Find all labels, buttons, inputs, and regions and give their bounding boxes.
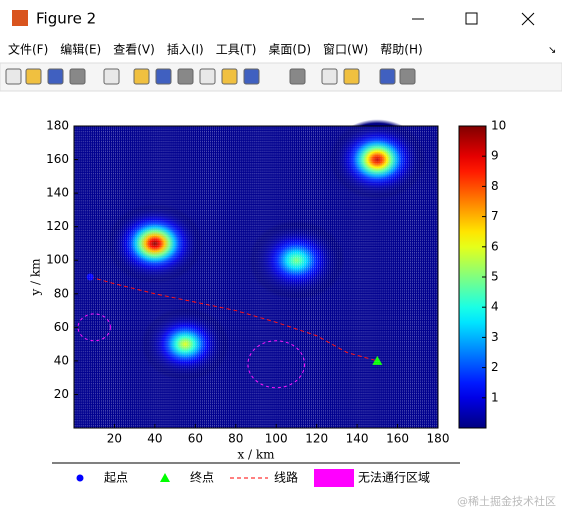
toolbar <box>0 62 562 92</box>
toolbar-button[interactable] <box>289 68 306 85</box>
x-tick-label: 20 <box>107 432 122 446</box>
legend-swatch <box>314 469 354 487</box>
y-tick-label: 40 <box>54 353 69 367</box>
toolbar-button[interactable] <box>69 68 86 85</box>
colorbar-tick-label: 7 <box>491 209 499 223</box>
toolbar-button[interactable] <box>243 68 260 85</box>
legend-swatch <box>160 473 170 482</box>
menu-item[interactable]: 窗口(W) <box>323 43 368 57</box>
colorbar-tick-label: 5 <box>491 270 499 284</box>
maximize-button[interactable] <box>465 12 478 25</box>
legend-label: 终点 <box>190 470 214 485</box>
legend-label: 无法通行区域 <box>358 471 430 485</box>
menu-item[interactable]: 插入(I) <box>167 43 204 57</box>
menu-item[interactable]: 帮助(H) <box>380 43 422 57</box>
y-tick-label: 80 <box>54 286 69 300</box>
toolbar-button[interactable] <box>321 68 338 85</box>
menu-arrow: ↘ <box>548 45 556 56</box>
y-tick-label: 120 <box>46 219 69 233</box>
x-tick-label: 160 <box>386 432 409 446</box>
watermark: @稀土掘金技术社区 <box>457 494 556 508</box>
x-tick-label: 180 <box>427 432 450 446</box>
toolbar-button[interactable] <box>343 68 360 85</box>
colorbar-tick-label: 10 <box>491 119 506 133</box>
toolbar-button[interactable] <box>199 68 216 85</box>
menu-bar <box>0 38 562 62</box>
toolbar-button[interactable] <box>103 68 120 85</box>
colorbar-tick-label: 1 <box>491 390 499 404</box>
y-tick-label: 60 <box>54 320 69 334</box>
x-tick-label: 120 <box>305 432 328 446</box>
app-icon <box>12 10 28 26</box>
colorbar <box>458 125 487 429</box>
colorbar-tick-label: 9 <box>491 149 499 163</box>
colorbar-tick-label: 8 <box>491 179 499 193</box>
legend-label: 起点 <box>104 471 128 485</box>
y-tick-label: 140 <box>46 186 69 200</box>
menu-item[interactable]: 工具(T) <box>216 43 257 57</box>
menu-item[interactable]: 桌面(D) <box>268 43 311 57</box>
colorbar-tick-label: 3 <box>491 330 499 344</box>
x-tick-label: 60 <box>188 432 203 446</box>
menu-item[interactable]: 文件(F) <box>8 42 48 57</box>
x-tick-label: 80 <box>228 432 243 446</box>
toolbar-button[interactable] <box>133 68 150 85</box>
y-axis-label: y / km <box>29 258 43 297</box>
title-bar <box>0 0 562 36</box>
menu-item[interactable]: 编辑(E) <box>60 42 101 57</box>
toolbar-button[interactable] <box>47 68 64 85</box>
toolbar-button[interactable] <box>5 68 22 85</box>
toolbar-button[interactable] <box>399 68 416 85</box>
toolbar-button[interactable] <box>379 68 396 85</box>
mesh-overlay <box>74 126 438 428</box>
axes-box <box>73 125 439 429</box>
colorbar-tick-label: 2 <box>491 360 499 374</box>
menu-item[interactable]: 查看(V) <box>113 43 155 57</box>
y-tick-label: 180 <box>46 119 69 133</box>
legend-swatch <box>76 474 84 482</box>
toolbar-button[interactable] <box>155 68 172 85</box>
x-tick-label: 40 <box>147 432 162 446</box>
toolbar-button[interactable] <box>25 68 42 85</box>
x-tick-label: 100 <box>265 432 288 446</box>
legend-label: 线路 <box>274 470 298 485</box>
y-tick-label: 20 <box>54 387 69 401</box>
y-tick-label: 100 <box>46 253 69 267</box>
x-axis-label: x / km <box>237 448 275 462</box>
colorbar-tick-label: 6 <box>491 239 499 253</box>
toolbar-button[interactable] <box>177 68 194 85</box>
toolbar-button[interactable] <box>221 68 238 85</box>
y-tick-label: 160 <box>46 152 69 166</box>
window-title: Figure 2 <box>36 10 96 28</box>
colorbar-tick-label: 4 <box>491 300 499 314</box>
x-tick-label: 140 <box>346 432 369 446</box>
close-button[interactable] <box>521 12 535 26</box>
